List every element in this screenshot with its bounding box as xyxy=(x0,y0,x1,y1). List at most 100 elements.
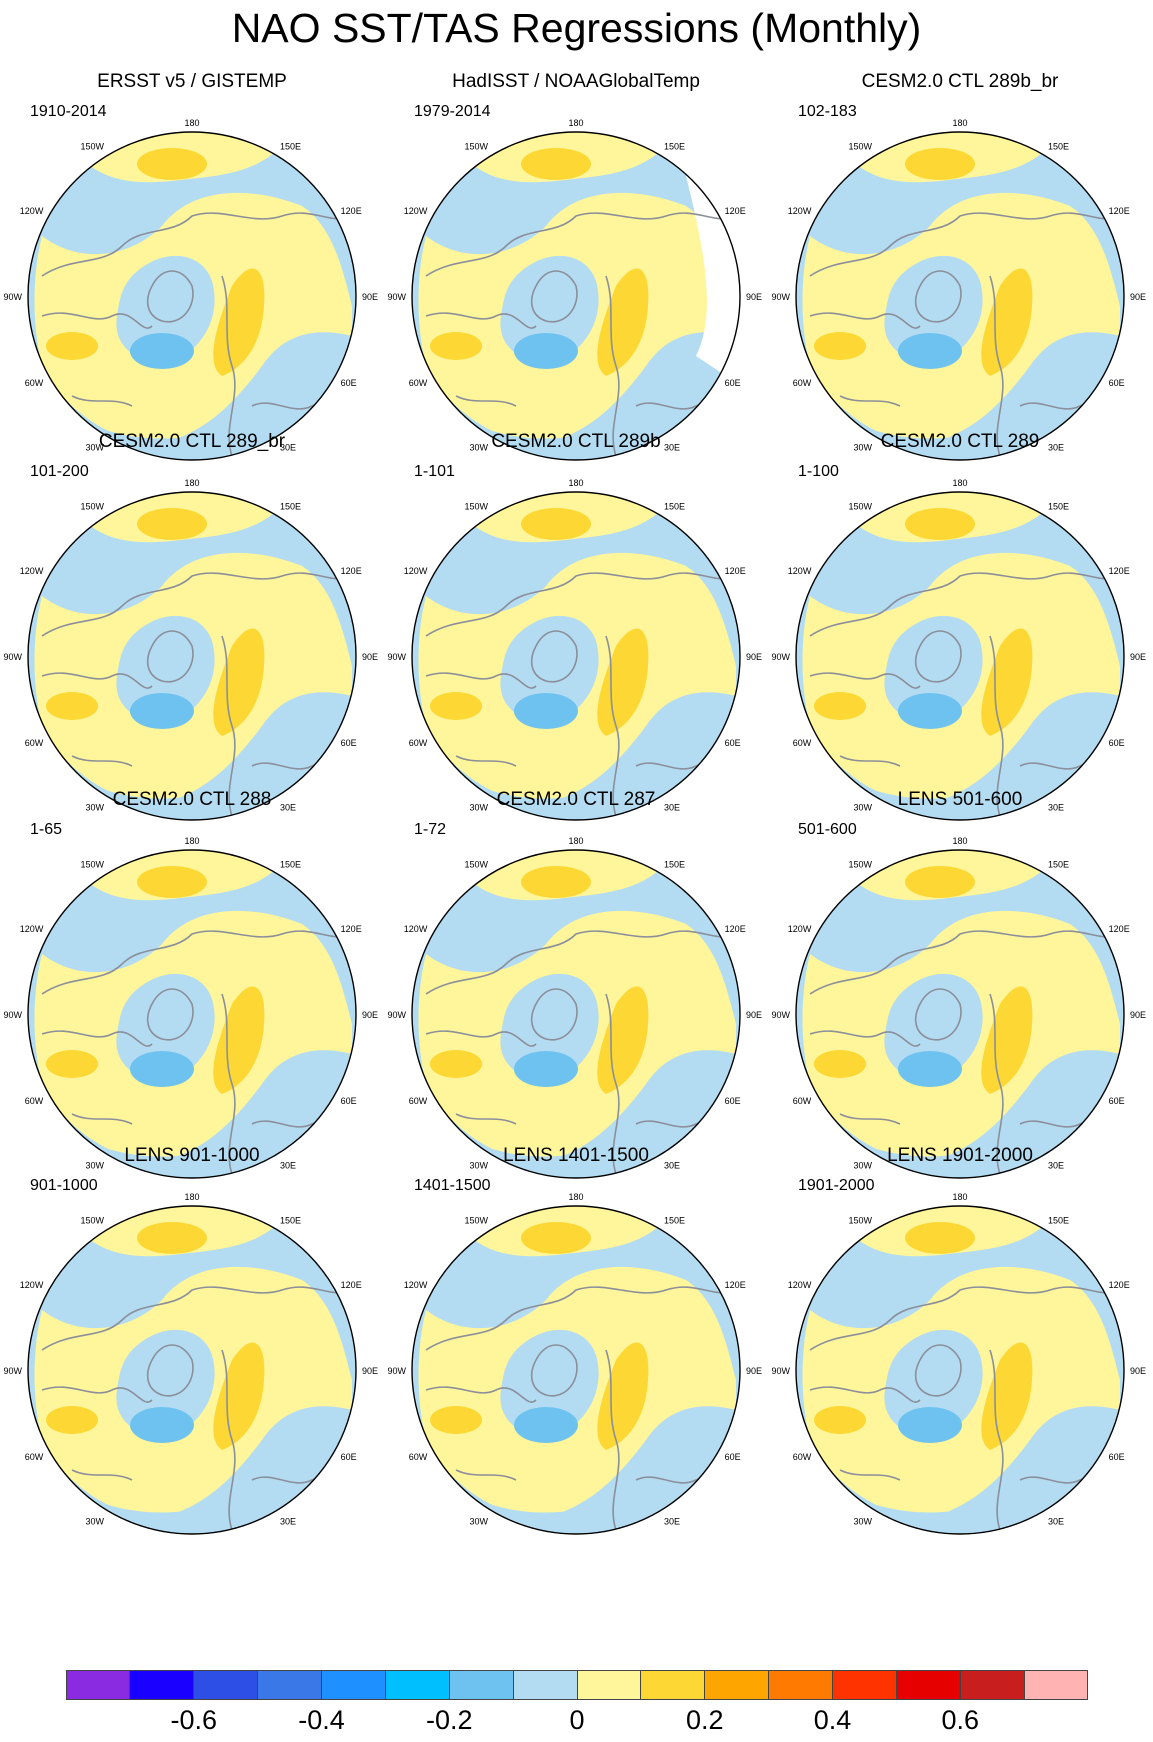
longitude-label: 120E xyxy=(725,566,746,576)
coastline-1 xyxy=(809,312,921,329)
map-border xyxy=(795,491,1125,821)
pacific-positive-core xyxy=(137,866,207,898)
longitude-label: 150E xyxy=(280,141,301,151)
map-panel: 180150W150E120W120E90W90E60W60E30W30E0Ha… xyxy=(384,70,768,464)
coastline-5 xyxy=(71,1113,133,1125)
longitude-label: 30W xyxy=(469,1517,488,1527)
pacific-positive-core xyxy=(521,508,591,540)
atlantic-positive-core xyxy=(814,1050,866,1078)
figure-title: NAO SST/TAS Regressions (Monthly) xyxy=(231,5,922,51)
panel-title: LENS 1401-1500 xyxy=(503,1145,649,1166)
panel-title: LENS 901-1000 xyxy=(124,1145,260,1166)
map-border xyxy=(411,1205,741,1535)
longitude-label: 120E xyxy=(341,566,362,576)
longitude-label: 30W xyxy=(85,1517,104,1527)
map-panel: 180150W150E120W120E90W90E60W60E30W30E0LE… xyxy=(384,1144,768,1538)
longitude-label: 30W xyxy=(469,1161,488,1171)
panel-period: 1901-2000 xyxy=(798,1177,875,1194)
longitude-label: 30W xyxy=(85,1161,104,1171)
polar-map: 180150W150E120W120E90W90E60W60E30W30E0 xyxy=(771,118,1146,461)
longitude-label: 60W xyxy=(793,738,812,748)
colorbar-swatch xyxy=(1025,1670,1088,1700)
pacific-positive-core xyxy=(137,508,207,540)
longitude-label: 90E xyxy=(746,292,762,302)
colorbar-swatch xyxy=(513,1670,578,1700)
longitude-label: 30W xyxy=(853,803,872,813)
colorbar-label: -0.4 xyxy=(298,1705,345,1735)
coastline-2 xyxy=(221,1349,236,1531)
longitude-label: 90E xyxy=(362,292,378,302)
longitude-label: 90E xyxy=(746,652,762,662)
coastline-0 xyxy=(425,572,737,637)
longitude-label: 90W xyxy=(771,292,790,302)
longitude-label: 120W xyxy=(788,566,812,576)
pacific-positive-core xyxy=(521,866,591,898)
coastline-2 xyxy=(605,1349,620,1531)
coastline-0 xyxy=(41,930,353,995)
longitude-label: 30E xyxy=(280,803,296,813)
eurasia-positive-core xyxy=(597,1342,649,1450)
longitude-label: 150E xyxy=(1048,1215,1069,1225)
longitude-label: 60W xyxy=(25,1096,44,1106)
regression-field xyxy=(416,492,737,820)
colorbar-swatch xyxy=(257,1670,322,1700)
regression-field xyxy=(416,850,737,1178)
atlantic-positive-core xyxy=(46,1406,98,1434)
coastline-3 xyxy=(914,630,962,683)
map-border xyxy=(795,849,1125,1179)
labrador-negative-core xyxy=(130,333,194,369)
longitude-label: 60E xyxy=(341,1096,357,1106)
polar-map: 180150W150E120W120E90W90E60W60E30W30E0 xyxy=(3,1192,378,1535)
panel-period: 1-65 xyxy=(30,821,63,838)
colorbar-swatch xyxy=(129,1670,194,1700)
eurasia-positive-core xyxy=(597,986,649,1094)
longitude-label: 60E xyxy=(1109,378,1125,388)
coastline-0 xyxy=(41,1286,353,1351)
longitude-label: 120E xyxy=(341,1280,362,1290)
pacific-positive-core xyxy=(521,148,591,180)
longitude-label: 90E xyxy=(362,652,378,662)
longitude-label: 150W xyxy=(464,141,488,151)
polar-map: 180150W150E120W120E90W90E60W60E30W30E0 xyxy=(3,118,378,461)
colorbar-swatch xyxy=(897,1670,962,1700)
coastline-2 xyxy=(221,993,236,1175)
panel-period: 1910-2014 xyxy=(30,103,107,120)
labrador-negative-core xyxy=(130,1407,194,1443)
longitude-label: 90E xyxy=(746,1010,762,1020)
longitude-label: 60E xyxy=(725,378,741,388)
panel-period: 1-100 xyxy=(798,463,839,480)
coastline-1 xyxy=(41,312,153,329)
coastline-2 xyxy=(989,635,1004,817)
coastline-0 xyxy=(809,930,1121,995)
longitude-label: 60W xyxy=(25,1452,44,1462)
longitude-label: 30E xyxy=(280,1161,296,1171)
longitude-label: 150E xyxy=(280,1215,301,1225)
longitude-label: 150W xyxy=(80,1215,104,1225)
coastline-3 xyxy=(914,1344,962,1397)
colorbar xyxy=(66,1670,1088,1700)
longitude-label: 90W xyxy=(387,652,406,662)
longitude-label: 180 xyxy=(184,118,199,128)
longitude-label: 30W xyxy=(853,1517,872,1527)
map-panel: 180150W150E120W120E90W90E60W60E30W30E0CE… xyxy=(0,788,384,1182)
coastline-1 xyxy=(41,672,153,689)
panel-title: CESM2.0 CTL 289_br xyxy=(98,431,286,452)
longitude-label: 60W xyxy=(409,378,428,388)
longitude-label: 60W xyxy=(409,738,428,748)
pacific-positive-core xyxy=(137,148,207,180)
longitude-label: 120E xyxy=(725,206,746,216)
map-border xyxy=(27,491,357,821)
coastline-0 xyxy=(425,1286,737,1351)
map-border xyxy=(27,1205,357,1535)
coastline-3 xyxy=(146,630,194,683)
longitude-label: 180 xyxy=(952,478,967,488)
longitude-label: 120W xyxy=(788,206,812,216)
longitude-label: 90E xyxy=(1130,1010,1146,1020)
map-border xyxy=(27,849,357,1179)
polar-map: 180150W150E120W120E90W90E60W60E30W30E0 xyxy=(771,836,1146,1179)
coastline-1 xyxy=(809,1386,921,1403)
longitude-label: 120W xyxy=(20,1280,44,1290)
longitude-label: 60W xyxy=(793,1452,812,1462)
longitude-label: 120W xyxy=(788,1280,812,1290)
coastline-2 xyxy=(605,275,620,457)
